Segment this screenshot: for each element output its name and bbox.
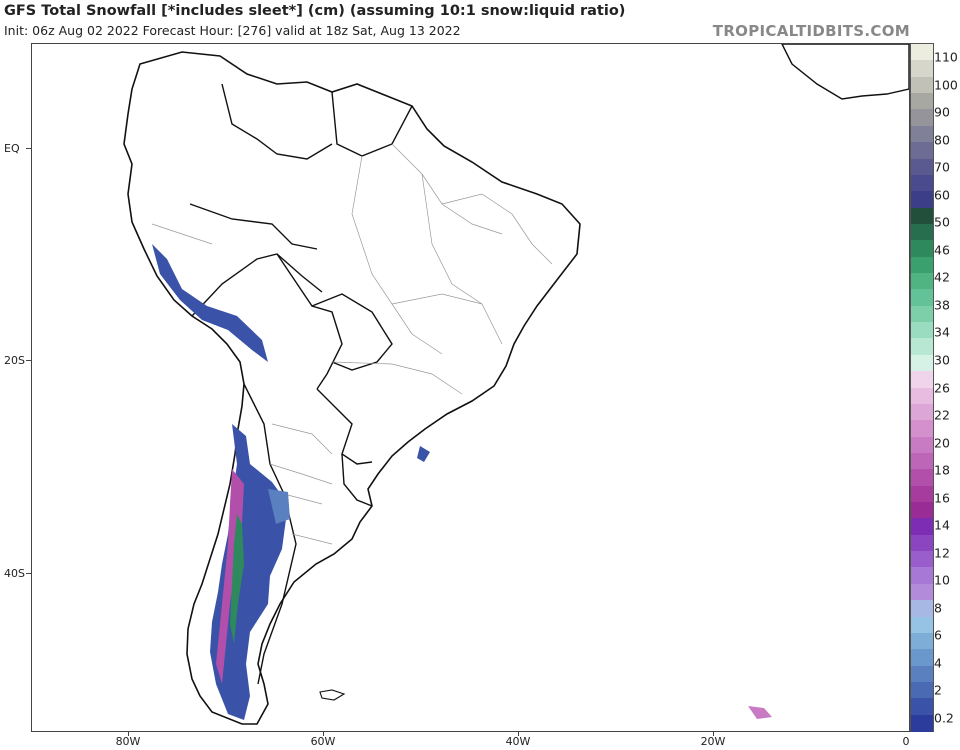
colorbar-swatch: [911, 567, 933, 585]
lon-tick-60w: [323, 731, 324, 736]
colorbar-label: 80: [934, 132, 950, 148]
colorbar-swatch: [911, 305, 933, 323]
colorbar-label: 42: [934, 269, 950, 285]
colorbar-label: 90: [934, 104, 950, 120]
snowfall-shading: [152, 244, 772, 720]
lat-tick-eq: [26, 148, 31, 149]
colorbar-label: 6: [934, 627, 942, 643]
colorbar-swatch: [911, 436, 933, 454]
colorbar-swatch: [911, 125, 933, 143]
lat-tick-40s: [26, 573, 31, 574]
state-borders: [151, 143, 553, 545]
colorbar-label: 10: [934, 572, 950, 588]
colorbar-swatch: [911, 322, 933, 340]
colorbar-label: 100: [934, 77, 958, 93]
colorbar-label: 20: [934, 435, 950, 451]
site-watermark: TROPICALTIDBITS.COM: [712, 22, 910, 40]
colorbar-label: 12: [934, 545, 950, 561]
colorbar-swatch: [911, 403, 933, 421]
colorbar-label: 26: [934, 380, 950, 395]
lat-label-20s: 20S: [4, 354, 25, 367]
colorbar-swatch: [911, 371, 933, 389]
chart-title: GFS Total Snowfall [*includes sleet*] (c…: [4, 3, 626, 19]
colorbar-label: 110: [934, 49, 958, 65]
colorbar-label: 60: [934, 187, 950, 203]
colorbar-swatch: [911, 354, 933, 372]
lon-tick-40w: [518, 731, 519, 736]
colorbar-swatch: [911, 44, 933, 61]
colorbar-swatch: [911, 518, 933, 536]
colorbar-label: 70: [934, 159, 950, 175]
colorbar-swatch: [911, 681, 933, 699]
colorbar-swatch: [911, 649, 933, 667]
lon-label-40w: 40W: [505, 735, 531, 748]
colorbar-label: 16: [934, 490, 950, 506]
colorbar-swatch: [911, 223, 933, 241]
colorbar-swatch: [911, 256, 933, 274]
colorbar-swatch: [911, 600, 933, 618]
colorbar-label: 8: [934, 600, 942, 616]
colorbar-label: 2: [934, 682, 942, 698]
colorbar-swatch: [911, 616, 933, 634]
colorbar-swatch: [911, 93, 933, 111]
colorbar-swatch: [911, 289, 933, 307]
colorbar-label: 0.2: [934, 710, 954, 726]
colorbar-label: 38: [934, 297, 950, 313]
colorbar: [910, 43, 934, 732]
colorbar-label: 46: [934, 242, 950, 258]
lat-tick-20s: [26, 360, 31, 361]
colorbar-label: 30: [934, 352, 950, 368]
colorbar-swatch: [911, 207, 933, 225]
colorbar-label: 18: [934, 462, 950, 478]
lat-label-40s: 40S: [4, 567, 25, 580]
colorbar-swatch: [911, 502, 933, 519]
colorbar-swatch: [911, 485, 933, 503]
map-canvas: [123, 44, 909, 725]
chart-subtitle: Init: 06z Aug 02 2022 Forecast Hour: [27…: [4, 23, 461, 38]
lon-tick-80w: [128, 731, 129, 736]
falklands-outline: [319, 689, 346, 701]
colorbar-swatch: [911, 240, 933, 258]
colorbar-swatch: [911, 387, 933, 405]
colorbar-swatch: [911, 338, 933, 356]
lon-tick-20w: [713, 731, 714, 736]
colorbar-swatch: [911, 698, 933, 716]
colorbar-swatch: [911, 174, 933, 192]
colorbar-swatch: [911, 632, 933, 650]
colorbar-swatch: [911, 191, 933, 209]
colorbar-swatch: [911, 714, 933, 732]
lon-label-60w: 60W: [310, 735, 336, 748]
colorbar-label: 4: [934, 655, 942, 671]
colorbar-swatch: [911, 60, 933, 78]
colorbar-label: 50: [934, 214, 950, 230]
map-frame: [31, 43, 910, 732]
lon-label-20w: 20W: [700, 735, 726, 748]
lat-label-eq: EQ: [4, 142, 20, 155]
colorbar-swatch: [911, 583, 933, 601]
colorbar-label: 34: [934, 324, 950, 340]
lon-label-80w: 80W: [115, 735, 141, 748]
colorbar-swatch: [911, 420, 933, 438]
lon-label-0: 0: [902, 735, 910, 748]
colorbar-swatch: [911, 665, 933, 683]
colorbar-swatch: [911, 142, 933, 160]
africa-outline: [781, 44, 909, 100]
colorbar-swatch: [911, 469, 933, 487]
colorbar-label: 22: [934, 407, 950, 423]
colorbar-swatch: [911, 551, 933, 569]
colorbar-swatch: [911, 76, 933, 94]
colorbar-swatch: [911, 109, 933, 127]
colorbar-swatch: [911, 452, 933, 470]
colorbar-swatch: [911, 273, 933, 290]
colorbar-swatch: [911, 158, 933, 176]
south-america-outline: [123, 51, 581, 725]
colorbar-swatch: [911, 534, 933, 552]
colorbar-label: 14: [934, 517, 950, 533]
